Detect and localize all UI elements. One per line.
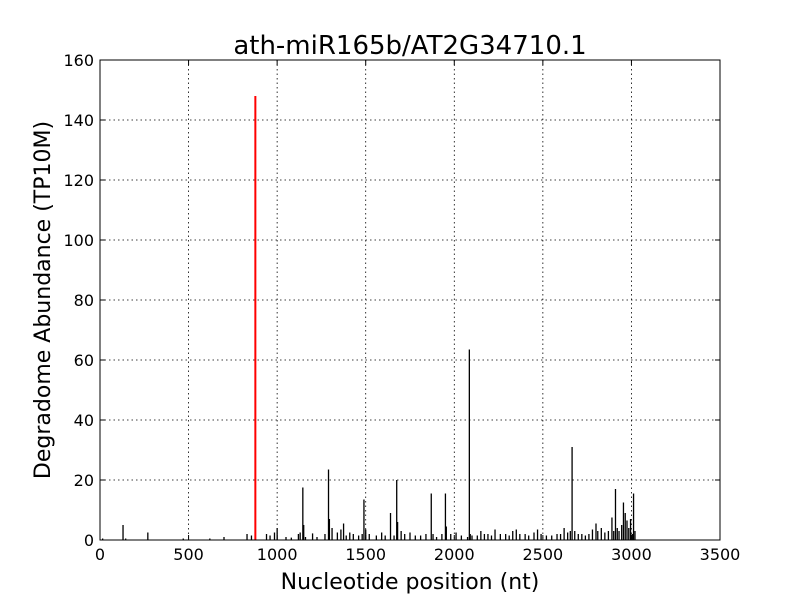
- y-tick-label: 80: [74, 291, 94, 310]
- y-axis: 0 20 40 60 80 100 120 140 160: [63, 51, 720, 550]
- x-tick-label: 500: [173, 545, 204, 564]
- y-tick-label: 120: [63, 171, 94, 190]
- x-tick-label: 2500: [522, 545, 563, 564]
- x-tick-label: 2000: [434, 545, 475, 564]
- grid: [100, 60, 720, 540]
- y-tick-label: 40: [74, 411, 94, 430]
- x-tick-label: 1500: [345, 545, 386, 564]
- chart-title: ath-miR165b/AT2G34710.1: [233, 31, 586, 61]
- bars: [102, 349, 636, 540]
- x-axis: 0 500 1000 1500 2000 2500 3000 3500: [95, 60, 740, 564]
- y-tick-label: 160: [63, 51, 94, 70]
- y-tick-label: 20: [74, 471, 94, 490]
- y-tick-label: 0: [84, 531, 94, 550]
- x-axis-label: Nucleotide position (nt): [281, 570, 540, 595]
- x-tick-label: 0: [95, 545, 105, 564]
- y-tick-label: 60: [74, 351, 94, 370]
- x-tick-label: 1000: [257, 545, 298, 564]
- y-tick-label: 140: [63, 111, 94, 130]
- x-tick-label: 3000: [611, 545, 652, 564]
- y-tick-label: 100: [63, 231, 94, 250]
- y-axis-label: Degradome Abundance (TP10M): [31, 121, 56, 479]
- x-tick-label: 3500: [700, 545, 741, 564]
